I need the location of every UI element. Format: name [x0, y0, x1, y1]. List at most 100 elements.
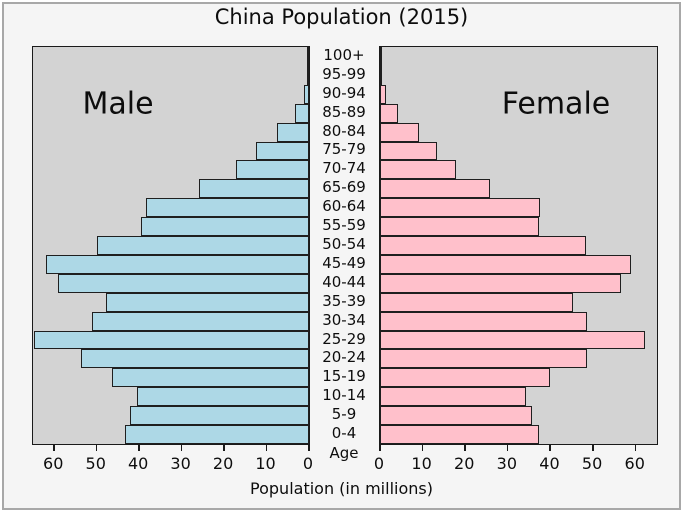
male-bar-65-69 [198, 179, 309, 199]
female-tick-label-60: 60 [624, 454, 645, 473]
female-annotation: Female [501, 86, 611, 122]
male-tick-mark-30 [180, 445, 183, 451]
age-tick-label-35-39: 35-39 [322, 291, 366, 310]
male-bar-75-79 [256, 141, 309, 161]
male-annotation: Male [82, 86, 154, 122]
female-bar-25-29 [380, 330, 645, 350]
male-bar-60-64 [146, 198, 309, 218]
male-tick-mark-0 [308, 445, 310, 451]
female-bar-90-94 [380, 84, 387, 104]
female-tick-mark-50 [592, 445, 594, 451]
age-tick-label-30-34: 30-34 [322, 310, 366, 329]
male-tick-label-20: 20 [212, 454, 234, 473]
male-tick-mark-60 [53, 445, 55, 451]
female-tick-label-50: 50 [581, 454, 603, 473]
male-bar-85-89 [295, 103, 309, 123]
male-bar-20-24 [80, 349, 309, 369]
female-tick-label-10: 10 [411, 454, 432, 473]
female-bar-30-34 [380, 311, 587, 331]
male-tick-mark-50 [95, 445, 98, 451]
age-tick-label-60-64: 60-64 [322, 197, 366, 216]
female-bar-80-84 [380, 122, 420, 142]
female-bar-10-14 [380, 387, 527, 407]
age-tick-label-50-54: 50-54 [322, 235, 366, 253]
male-bar-10-14 [137, 387, 309, 407]
male-bar-30-34 [91, 311, 309, 331]
female-bar-70-74 [380, 160, 457, 180]
age-tick-label-40-44: 40-44 [322, 272, 366, 291]
age-tick-label-65-69: 65-69 [322, 178, 366, 197]
female-panel: Female [379, 46, 658, 445]
male-tick-mark-10 [265, 445, 268, 451]
age-tick-label-85-89: 85-89 [322, 102, 366, 121]
female-tick-mark-0 [379, 445, 381, 451]
male-bar-40-44 [58, 273, 309, 293]
male-bar-5-9 [130, 406, 309, 426]
female-bar-95-99 [380, 65, 383, 85]
age-tick-label-45-49: 45-49 [322, 253, 366, 272]
age-tick-label-0-4: 0-4 [331, 424, 357, 443]
male-tick-label-50: 50 [85, 454, 106, 473]
male-tick-label-0: 0 [302, 454, 314, 473]
female-bar-75-79 [380, 141, 438, 161]
age-tick-label-15-19: 15-19 [322, 367, 366, 386]
male-bar-70-74 [235, 160, 309, 180]
female-tick-label-20: 20 [454, 454, 475, 473]
age-tick-label-100+: 100+ [323, 45, 365, 64]
female-tick-label-30: 30 [496, 454, 518, 473]
age-tick-label-75-79: 75-79 [322, 140, 366, 159]
female-bar-20-24 [380, 349, 587, 369]
female-tick-mark-30 [506, 445, 509, 451]
male-bar-50-54 [96, 236, 309, 255]
female-tick-mark-60 [634, 445, 637, 451]
male-tick-label-60: 60 [43, 454, 64, 473]
chart-title: China Population (2015) [214, 5, 469, 29]
male-bar-90-94 [303, 84, 309, 104]
female-bar-60-64 [380, 198, 541, 218]
female-bar-0-4 [380, 425, 540, 444]
age-tick-label-70-74: 70-74 [322, 159, 366, 178]
male-bar-35-39 [106, 292, 309, 312]
age-tick-label-55-59: 55-59 [322, 216, 366, 235]
female-tick-mark-40 [549, 445, 551, 451]
female-x-axis-ticks: 0 10 20 30 40 50 60 [374, 443, 656, 473]
male-bar-55-59 [141, 217, 309, 237]
female-bar-55-59 [380, 217, 539, 237]
male-x-axis-ticks: 0 10 20 30 40 50 60 [32, 443, 313, 473]
female-bar-100+ [380, 47, 382, 66]
age-tick-label-80-84: 80-84 [322, 121, 366, 140]
female-tick-label-40: 40 [539, 454, 560, 473]
male-bar-95-99 [307, 65, 309, 85]
female-tick-mark-10 [421, 445, 424, 451]
male-bar-0-4 [125, 425, 309, 444]
male-panel: Male [32, 46, 310, 445]
age-axis: 100+ 95-99 90-94 85-89 80-84 75-79 70-74 65-69 6… [309, 46, 379, 443]
male-tick-label-40: 40 [127, 454, 149, 473]
male-bar-25-29 [33, 330, 309, 350]
male-tick-mark-20 [223, 445, 225, 451]
female-bar-45-49 [380, 254, 632, 274]
age-tick-label-5-9: 5-9 [331, 405, 357, 424]
male-bar-80-84 [277, 122, 309, 142]
age-tick-label-90-94: 90-94 [322, 83, 366, 102]
female-bar-40-44 [380, 273, 621, 293]
female-bar-35-39 [380, 292, 574, 312]
male-bar-100+ [307, 47, 309, 66]
female-tick-label-0: 0 [373, 454, 385, 473]
male-tick-label-10: 10 [255, 454, 276, 473]
age-tick-label-20-24: 20-24 [322, 348, 366, 367]
male-bar-15-19 [111, 368, 309, 388]
male-tick-label-30: 30 [170, 454, 191, 473]
x-axis-label: Population (in millions) [250, 479, 433, 498]
female-bar-65-69 [380, 179, 490, 199]
female-bar-85-89 [380, 103, 398, 123]
male-bar-45-49 [45, 254, 309, 274]
female-bar-5-9 [380, 406, 533, 426]
male-tick-mark-40 [138, 445, 140, 451]
female-tick-mark-20 [464, 445, 466, 451]
age-tick-label-95-99: 95-99 [322, 64, 366, 83]
age-axis-title: Age [329, 444, 359, 462]
age-tick-label-10-14: 10-14 [322, 386, 366, 405]
female-bar-15-19 [380, 368, 551, 388]
